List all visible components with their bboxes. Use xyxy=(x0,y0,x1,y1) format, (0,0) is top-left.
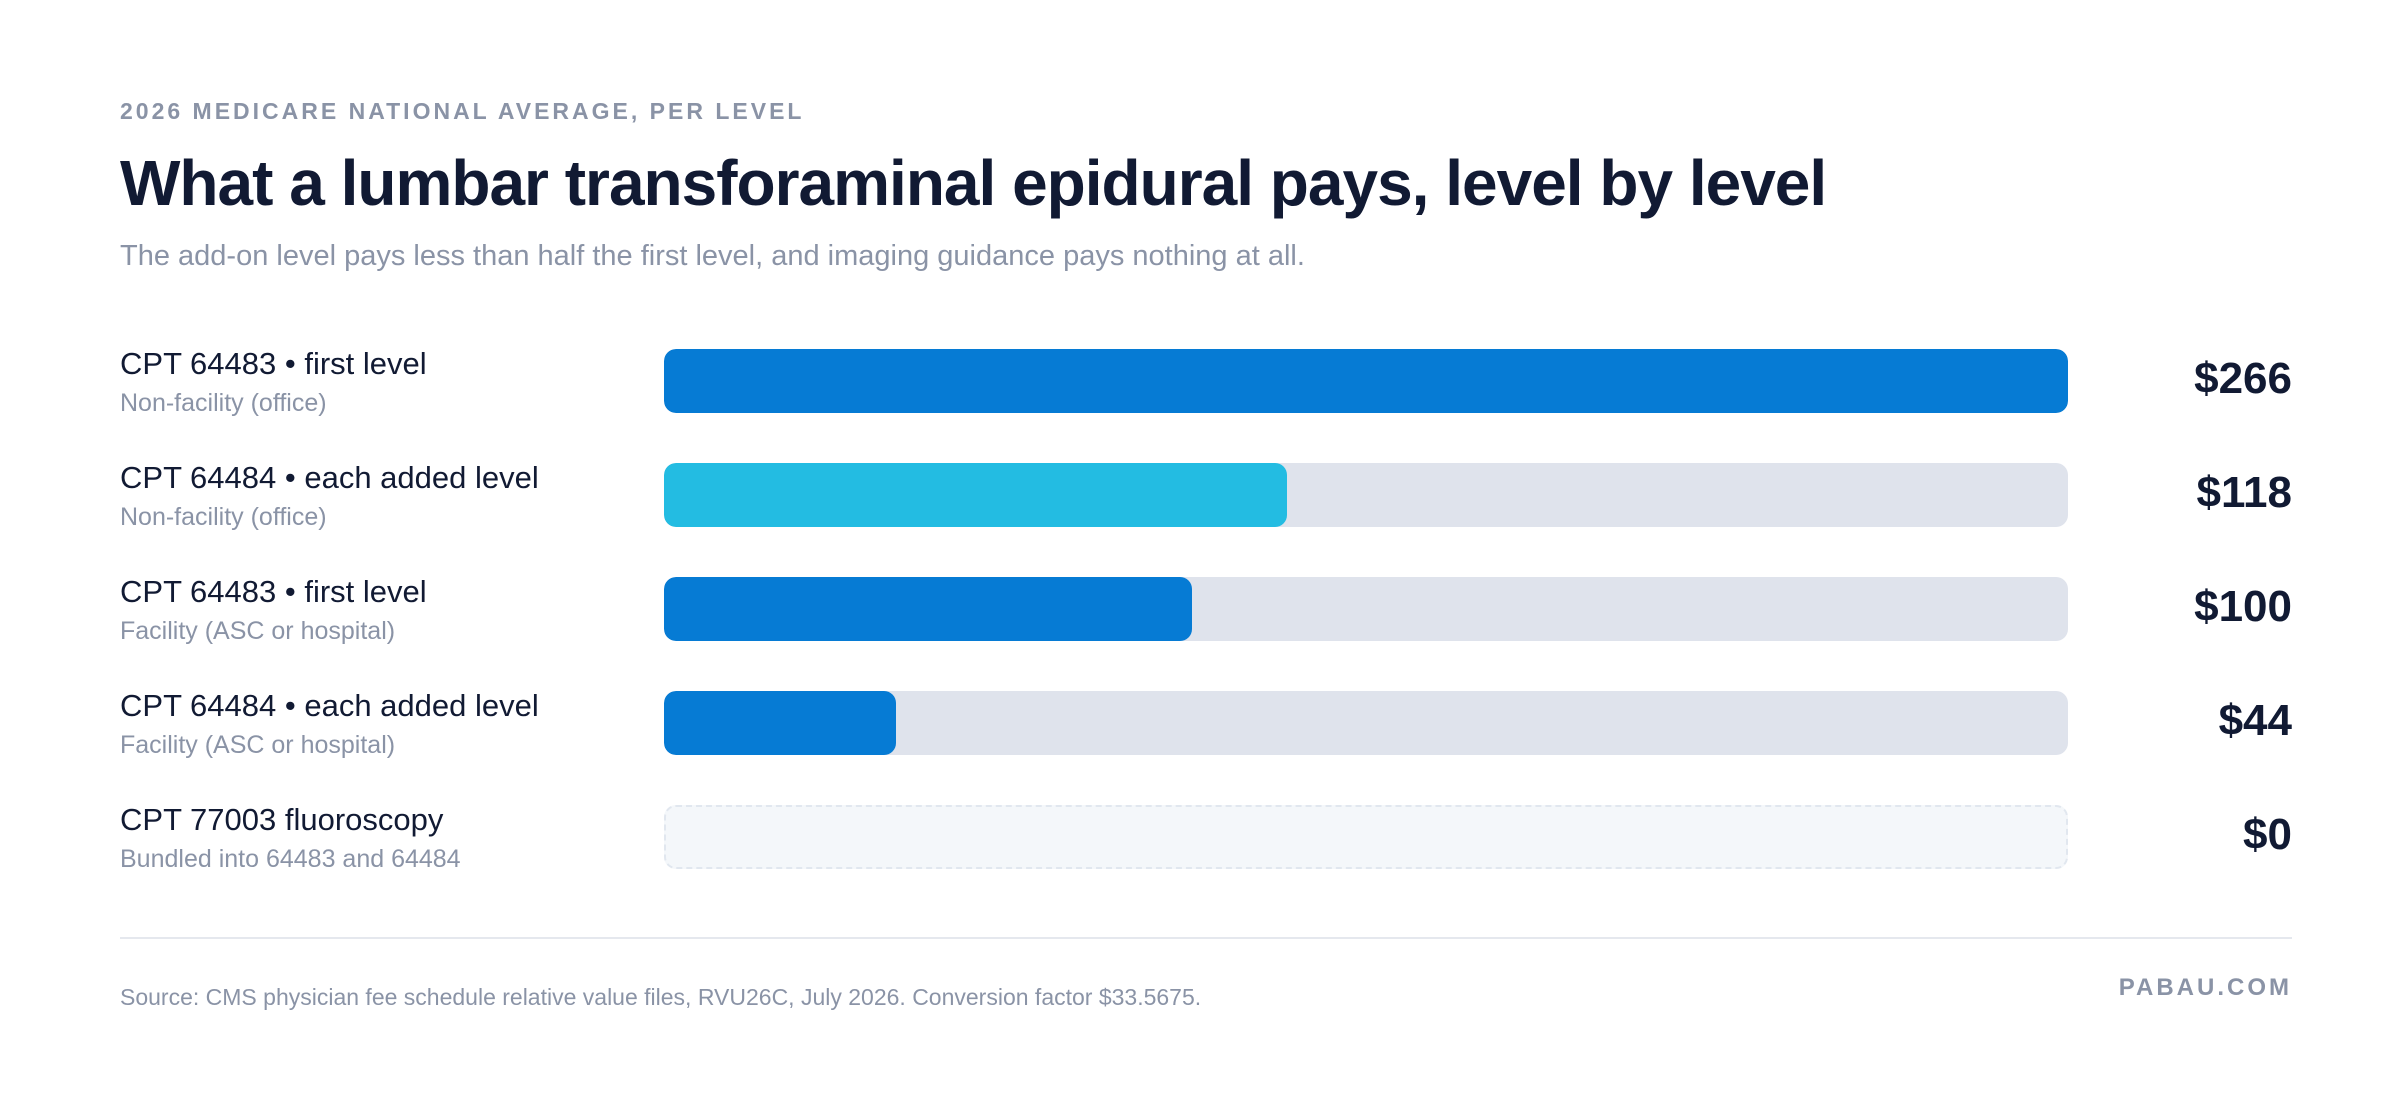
category-label: CPT 64483 • first level xyxy=(120,346,427,381)
category-sublabel: Non-facility (office) xyxy=(120,503,327,531)
bar-label-group: CPT 77003 fluoroscopy Bundled into 64483 … xyxy=(120,800,640,876)
category-sublabel: Facility (ASC or hospital) xyxy=(120,617,396,645)
bar-row: CPT 64483 • first level Non-facility (off… xyxy=(120,340,2292,440)
brand-label: PABAU.COM xyxy=(2118,974,2292,1001)
value-label: $44 xyxy=(2218,696,2292,745)
value-label: $118 xyxy=(2196,468,2292,517)
bar-track xyxy=(664,577,2068,641)
bar xyxy=(664,463,1287,527)
bar xyxy=(664,577,1192,641)
bar-label-group: CPT 64484 • each added level Non-facility… xyxy=(120,458,640,534)
bar-label-group: CPT 64483 • first level Facility (ASC or … xyxy=(120,572,640,648)
bar-track xyxy=(664,349,2068,413)
bar-label-group: CPT 64483 • first level Non-facility (off… xyxy=(120,344,640,420)
category-label: CPT 64483 • first level xyxy=(120,574,427,609)
chart-card: 2026 MEDICARE NATIONAL AVERAGE, PER LEVE… xyxy=(120,0,2292,1118)
footer-divider xyxy=(120,937,2292,939)
source-note: Source: CMS physician fee schedule relat… xyxy=(120,984,1202,1010)
bar xyxy=(664,691,897,755)
value-label: $100 xyxy=(2194,582,2292,631)
bar-row: CPT 77003 fluoroscopy Bundled into 64483 … xyxy=(120,796,2292,896)
bar-row: CPT 64484 • each added level Facility (AS… xyxy=(120,682,2292,782)
bar xyxy=(664,349,2068,413)
category-label: CPT 64484 • each added level xyxy=(120,688,539,723)
category-sublabel: Facility (ASC or hospital) xyxy=(120,731,396,759)
bar-track xyxy=(664,805,2068,869)
chart-title: What a lumbar transforaminal epidural pa… xyxy=(120,147,1827,219)
value-label: $266 xyxy=(2194,354,2292,403)
bar-row: CPT 64484 • each added level Non-facility… xyxy=(120,454,2292,554)
value-label: $0 xyxy=(2243,810,2292,859)
chart-subtitle: The add-on level pays less than half the… xyxy=(120,240,1305,272)
bar-row: CPT 64483 • first level Facility (ASC or … xyxy=(120,568,2292,668)
bar-track xyxy=(664,463,2068,527)
bar-label-group: CPT 64484 • each added level Facility (AS… xyxy=(120,686,640,762)
category-sublabel: Bundled into 64483 and 64484 xyxy=(120,845,461,873)
bar-chart: CPT 64483 • first level Non-facility (off… xyxy=(120,340,2292,880)
category-sublabel: Non-facility (office) xyxy=(120,389,327,417)
chart-eyebrow: 2026 MEDICARE NATIONAL AVERAGE, PER LEVE… xyxy=(120,98,805,124)
category-label: CPT 64484 • each added level xyxy=(120,460,539,495)
category-label: CPT 77003 fluoroscopy xyxy=(120,802,444,837)
bar-track xyxy=(664,691,2068,755)
